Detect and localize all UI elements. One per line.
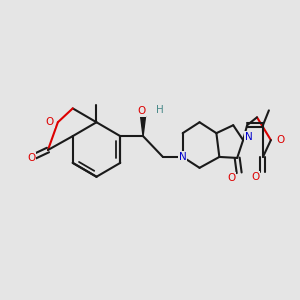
Polygon shape [141, 116, 146, 136]
Text: O: O [46, 117, 54, 127]
Text: O: O [251, 172, 259, 182]
Text: O: O [137, 106, 145, 116]
Text: N: N [179, 152, 187, 162]
Text: O: O [227, 173, 236, 183]
Text: O: O [277, 135, 285, 145]
Text: H: H [156, 105, 164, 116]
Text: N: N [245, 132, 253, 142]
Text: O: O [27, 153, 35, 163]
